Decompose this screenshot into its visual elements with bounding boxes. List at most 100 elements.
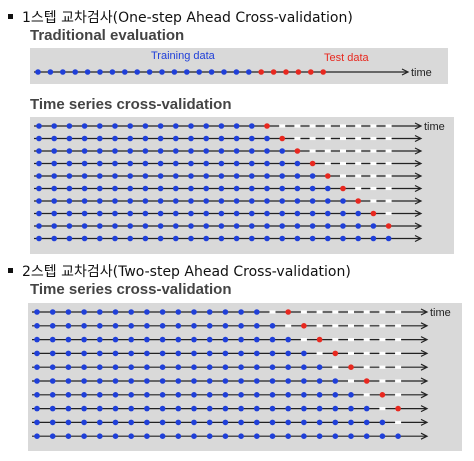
- training-point: [188, 210, 194, 217]
- training-point: [218, 210, 225, 217]
- unused-point: [309, 124, 316, 128]
- training-point: [157, 123, 164, 129]
- training-point: [127, 173, 133, 179]
- unused-point: [340, 136, 346, 141]
- training-point: [65, 336, 72, 343]
- training-point: [191, 309, 197, 315]
- training-point: [175, 323, 182, 329]
- unused-point: [379, 338, 386, 342]
- training-point: [264, 210, 270, 217]
- training-point: [112, 419, 119, 426]
- training-point: [222, 405, 229, 412]
- unused-point: [355, 161, 362, 166]
- training-point: [127, 185, 133, 192]
- training-point: [144, 419, 150, 426]
- training-point: [269, 405, 276, 412]
- training-point: [34, 392, 40, 398]
- training-point: [233, 69, 240, 75]
- training-point: [363, 405, 370, 412]
- unused-point: [316, 310, 323, 314]
- training-point: [254, 433, 260, 439]
- training-point: [51, 160, 57, 167]
- training-point: [218, 123, 225, 129]
- training-point: [157, 198, 164, 204]
- training-point: [206, 433, 213, 439]
- training-point: [294, 235, 301, 242]
- training-point: [65, 392, 72, 398]
- training-point: [36, 148, 42, 154]
- training-point: [316, 378, 323, 384]
- training-point: [269, 392, 276, 398]
- unused-point: [324, 136, 331, 141]
- training-point: [81, 364, 87, 370]
- training-point: [66, 198, 73, 204]
- training-point: [128, 378, 134, 384]
- training-point: [159, 364, 166, 370]
- traditional-evaluation-diagram: Training data Test data time: [30, 48, 448, 84]
- training-point: [279, 235, 285, 242]
- unused-point: [324, 124, 331, 128]
- unused-point: [363, 310, 370, 314]
- training-point: [379, 433, 386, 439]
- training-point: [127, 160, 133, 167]
- training-point: [222, 392, 229, 398]
- training-point: [191, 433, 197, 439]
- training-point: [206, 392, 213, 398]
- section-heading-one-step: 1스텝 교차검사(One-step Ahead Cross-validation…: [22, 10, 353, 26]
- unused-point: [355, 186, 362, 191]
- training-point: [159, 69, 165, 75]
- training-point: [97, 210, 103, 217]
- training-point: [66, 210, 73, 217]
- training-point: [206, 336, 213, 343]
- training-point: [157, 173, 164, 179]
- training-point: [128, 350, 134, 357]
- test-point: [340, 185, 346, 192]
- training-point: [332, 433, 339, 439]
- unused-point: [385, 124, 392, 128]
- training-point: [249, 135, 255, 142]
- training-point: [97, 148, 103, 154]
- training-point: [66, 135, 73, 142]
- training-point: [175, 309, 182, 315]
- training-point: [269, 336, 276, 343]
- training-point: [97, 69, 103, 75]
- training-point: [81, 148, 88, 154]
- training-point: [97, 135, 103, 142]
- training-point: [97, 350, 103, 357]
- training-point: [144, 392, 150, 398]
- training-point: [279, 223, 285, 229]
- training-point: [203, 235, 209, 242]
- cv-diagram-two-step: time: [28, 303, 462, 451]
- unused-point: [385, 211, 392, 216]
- training-point: [370, 235, 377, 242]
- cv-one-step-row-3-arrowhead: [414, 147, 423, 155]
- cv-one-step-row-6-arrowhead: [414, 184, 423, 193]
- cv-one-step-row-7-arrowhead: [414, 197, 423, 205]
- training-point: [325, 210, 331, 217]
- training-point: [159, 433, 166, 439]
- training-point: [285, 433, 292, 439]
- training-point: [157, 160, 164, 167]
- test-point: [325, 173, 331, 179]
- training-point: [309, 173, 316, 179]
- training-point: [249, 210, 255, 217]
- training-point: [128, 323, 134, 329]
- training-point: [81, 433, 87, 439]
- training-point: [157, 185, 164, 192]
- cv-two-step-row-1-arrowhead: [420, 308, 429, 316]
- training-point: [112, 148, 118, 154]
- unused-point: [269, 310, 276, 314]
- training-point: [340, 235, 346, 242]
- training-point: [222, 419, 229, 426]
- training-point: [309, 223, 316, 229]
- training-point: [218, 198, 225, 204]
- training-point: [191, 419, 197, 426]
- training-point: [159, 392, 166, 398]
- cv-one-step-time-axis-label: time: [424, 121, 445, 133]
- training-point: [128, 405, 134, 412]
- training-point: [49, 364, 56, 370]
- training-point: [49, 392, 56, 398]
- training-point: [355, 210, 362, 217]
- training-point: [144, 336, 150, 343]
- training-point: [264, 223, 270, 229]
